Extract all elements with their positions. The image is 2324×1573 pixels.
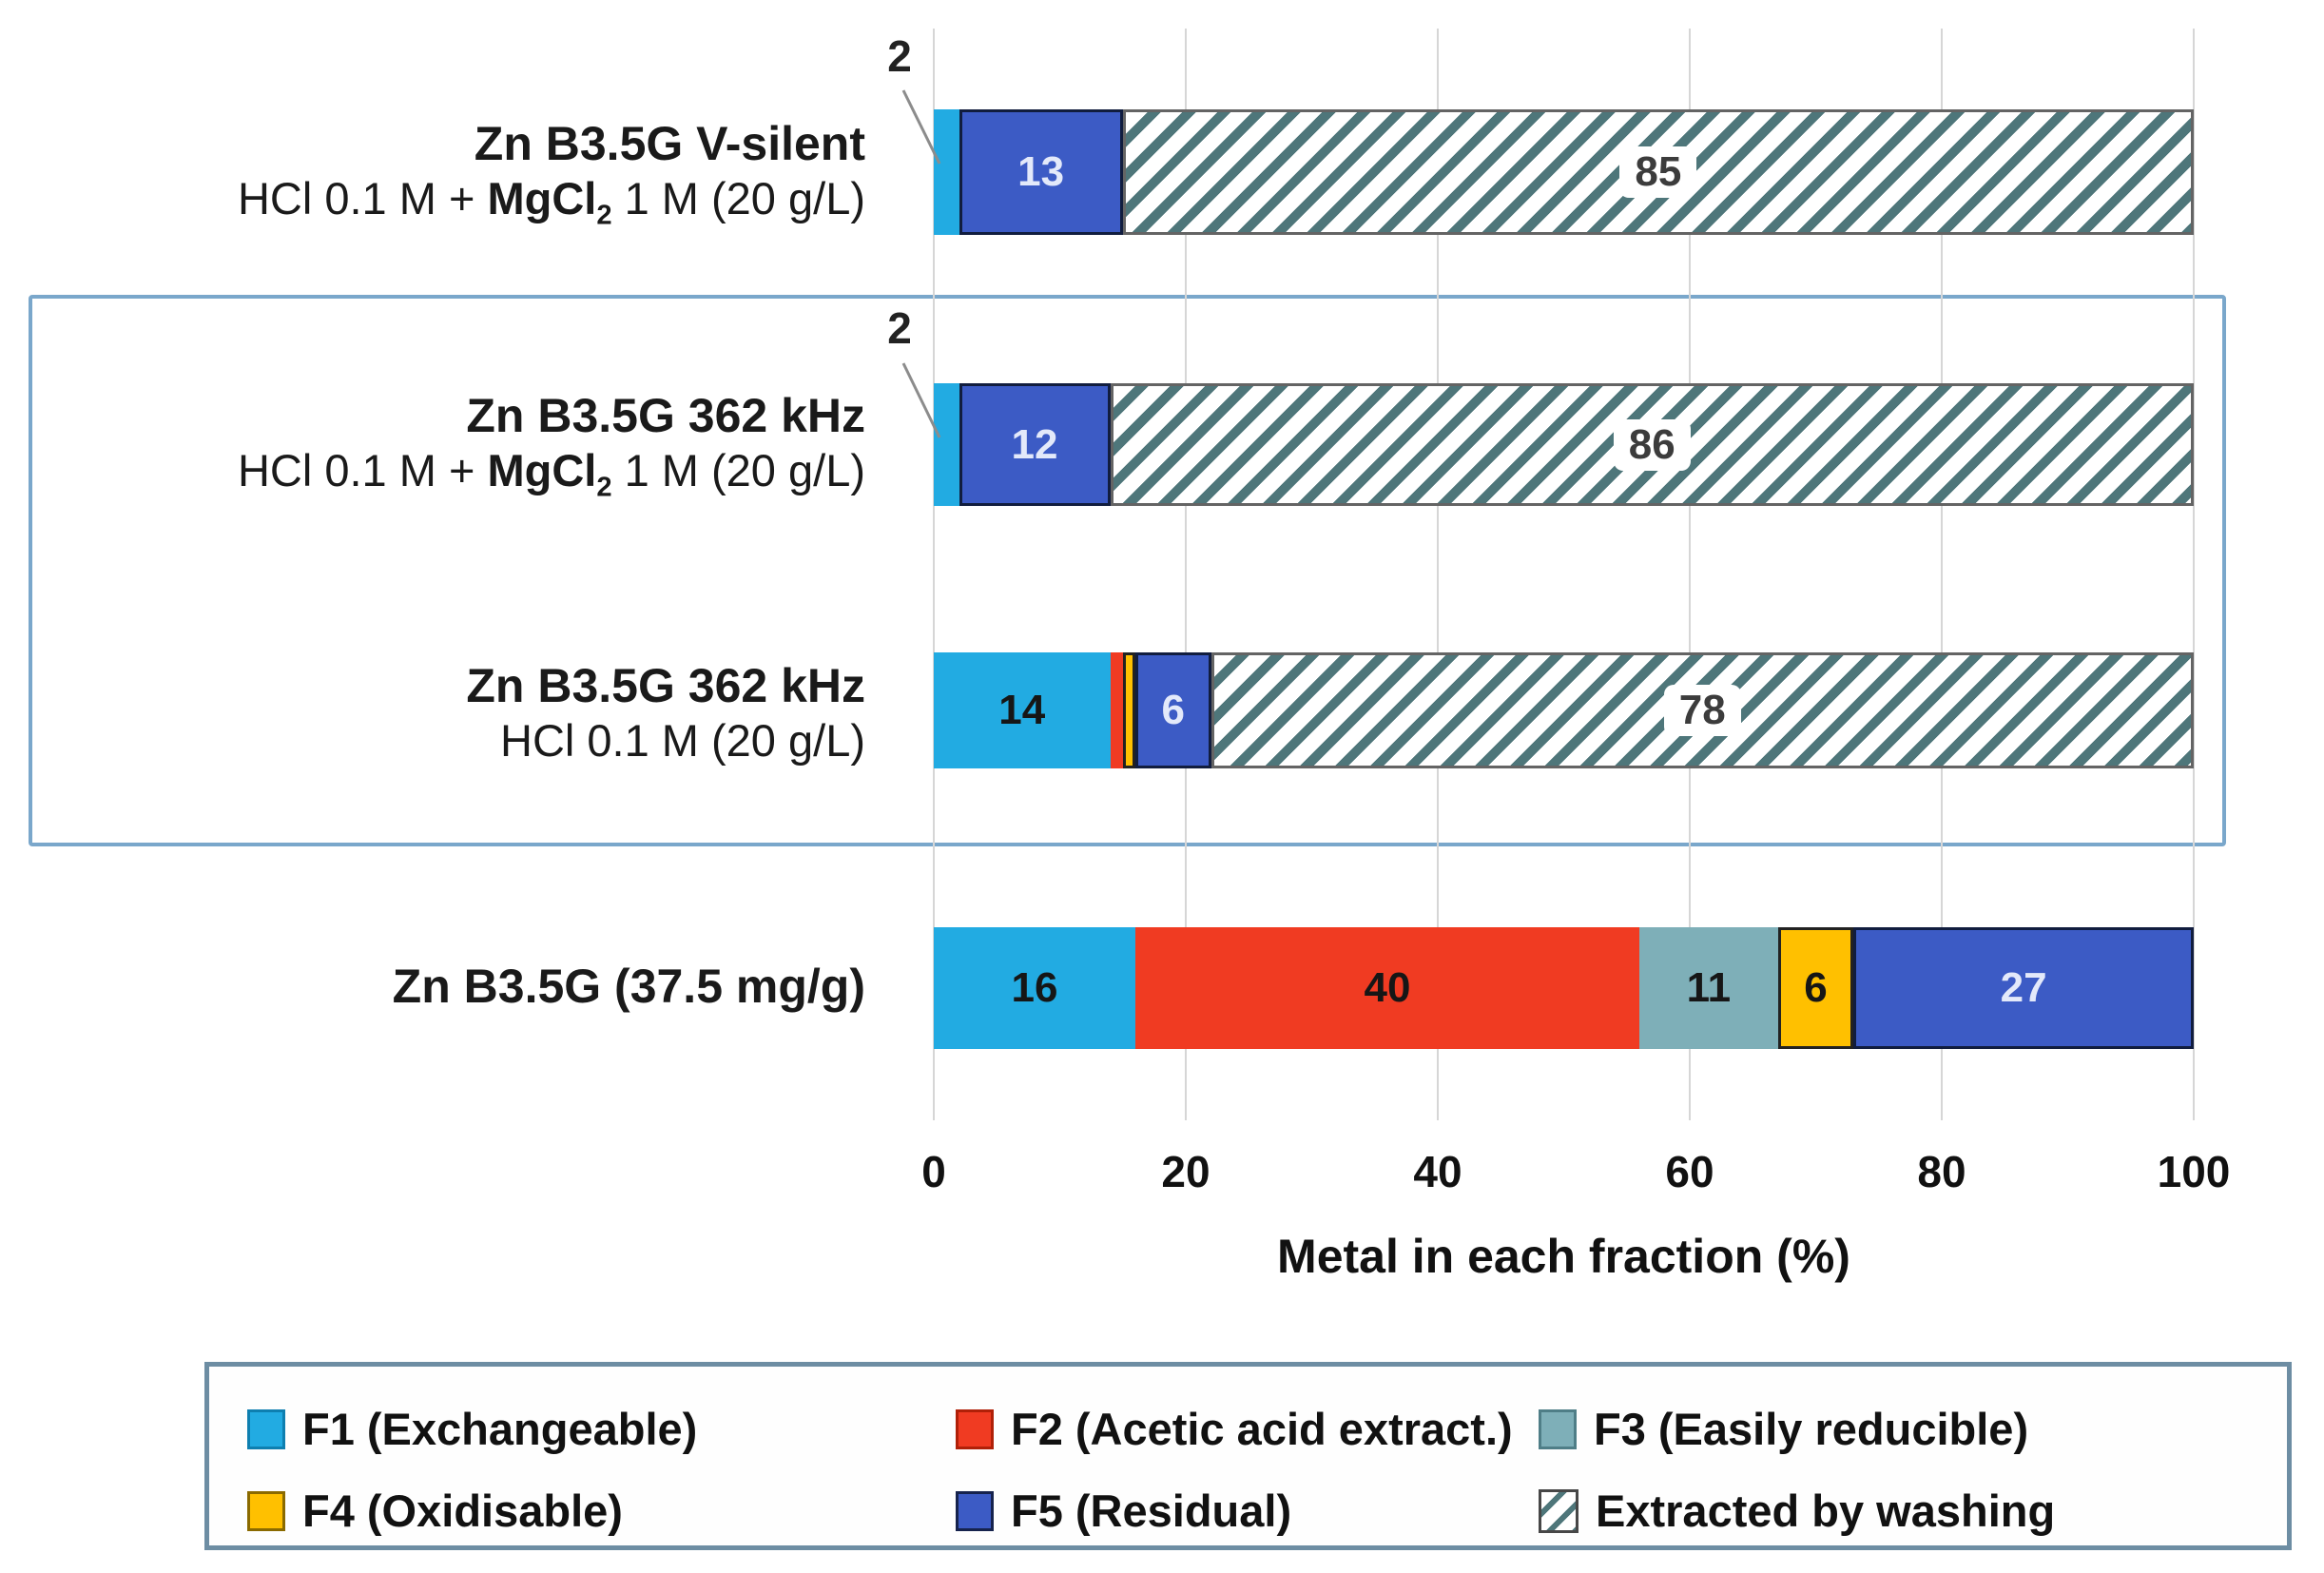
legend-box: F1 (Exchangeable) F2 (Acetic acid extrac… (204, 1362, 2292, 1550)
legend-label: Extracted by washing (1596, 1486, 2056, 1536)
x-axis-title: Metal in each fraction (%) (1277, 1230, 1850, 1283)
row-title: Zn B3.5G 362 kHz (466, 659, 865, 712)
segment-value-label: 12 (1011, 420, 1058, 468)
stacked-bar-row-4: 16 40 11 6 27 (934, 927, 2194, 1049)
legend-item-f2: F2 (Acetic acid extract.) (956, 1403, 1513, 1455)
x-tick-label-0: 0 (921, 1147, 946, 1196)
legend-item-f1: F1 (Exchangeable) (247, 1403, 697, 1455)
x-tick-label-100: 100 (2157, 1147, 2231, 1196)
segment-f5: 6 (1135, 652, 1211, 768)
segment-value-label: 85 (1619, 146, 1697, 198)
gridline-20 (1185, 29, 1187, 1120)
row-label-1: Zn B3.5G V-silent HCl 0.1 M + MgCl2 1 M … (238, 116, 865, 232)
f5-swatch (956, 1490, 994, 1531)
f4-swatch (247, 1490, 285, 1531)
segment-f4: 6 (1777, 927, 1854, 1049)
segment-f4 (1122, 652, 1135, 768)
segment-f1 (934, 109, 959, 235)
segment-value-label: 6 (1161, 687, 1185, 733)
highlight-box (29, 295, 2226, 846)
gridline-0 (933, 29, 935, 1120)
segment-f2: 40 (1135, 927, 1639, 1049)
row-title: Zn B3.5G (37.5 mg/g) (392, 960, 865, 1013)
segment-f5: 12 (959, 383, 1111, 506)
f3-swatch (1539, 1408, 1577, 1449)
legend-item-f4: F4 (Oxidisable) (247, 1485, 623, 1537)
callout-row1-f1-value: 2 (887, 31, 912, 81)
row-subtitle: HCl 0.1 M + MgCl2 1 M (20 g/L) (237, 445, 865, 503)
x-tick-label-40: 40 (1413, 1147, 1462, 1196)
callout-row2-f1-value: 2 (887, 303, 912, 353)
segment-wash: 78 (1210, 652, 2194, 768)
segment-value-label: 78 (1663, 685, 1741, 736)
f2-swatch (956, 1408, 994, 1449)
legend-label: F1 (Exchangeable) (302, 1404, 698, 1454)
segment-f5: 13 (959, 109, 1123, 235)
gridline-40 (1437, 29, 1439, 1120)
segment-value-label: 40 (1364, 964, 1411, 1011)
segment-wash: 86 (1110, 383, 2194, 506)
stacked-bar-row-2: 12 86 (934, 383, 2194, 506)
segment-value-label: 11 (1686, 964, 1732, 1011)
row-title: Zn B3.5G 362 kHz (466, 389, 865, 442)
x-tick-label-60: 60 (1665, 1147, 1714, 1196)
f1-swatch (247, 1408, 285, 1449)
row-subtitle: HCl 0.1 M (20 g/L) (500, 715, 865, 766)
segment-value-label: 86 (1613, 418, 1691, 471)
segment-value-label: 6 (1804, 964, 1828, 1011)
legend-item-f3: F3 (Easily reducible) (1539, 1403, 2028, 1455)
segment-f1: 14 (934, 652, 1111, 768)
segment-f1: 16 (934, 927, 1135, 1049)
gridline-100 (2193, 29, 2195, 1120)
segment-f5: 27 (1853, 927, 2194, 1049)
stacked-bar-row-3: 14 6 78 (934, 652, 2194, 768)
legend-item-f5: F5 (Residual) (956, 1485, 1291, 1537)
plot-area: 0 20 40 60 80 100 13 85 12 86 14 6 78 16 40 11 6 27 (921, 0, 2230, 1573)
x-tick-label-80: 80 (1917, 1147, 1966, 1196)
segment-wash: 85 (1122, 109, 2194, 235)
hatch-swatch (1539, 1488, 1578, 1533)
stacked-bar-row-1: 13 85 (934, 109, 2194, 235)
segment-value-label: 13 (1017, 148, 1065, 195)
gridline-80 (1941, 29, 1943, 1120)
segment-f3: 11 (1639, 927, 1778, 1049)
segment-value-label: 14 (998, 687, 1046, 733)
x-tick-label-20: 20 (1161, 1147, 1210, 1196)
legend-item-washing: Extracted by washing (1539, 1485, 2055, 1537)
segment-f2 (1110, 652, 1123, 768)
row-subtitle: HCl 0.1 M + MgCl2 1 M (20 g/L) (237, 173, 865, 231)
row-label-4: Zn B3.5G (37.5 mg/g) (393, 959, 865, 1015)
legend-label: F3 (Easily reducible) (1594, 1404, 2029, 1454)
legend-label: F5 (Residual) (1011, 1486, 1292, 1536)
segment-f1 (934, 383, 959, 506)
segment-value-label: 16 (1011, 964, 1058, 1011)
row-label-3: Zn B3.5G 362 kHz HCl 0.1 M (20 g/L) (466, 658, 865, 767)
row-label-2: Zn B3.5G 362 kHz HCl 0.1 M + MgCl2 1 M (… (238, 388, 865, 504)
gridline-60 (1689, 29, 1691, 1120)
segment-value-label: 27 (2000, 964, 2047, 1011)
legend-label: F2 (Acetic acid extract.) (1011, 1404, 1513, 1454)
row-title: Zn B3.5G V-silent (474, 117, 865, 170)
legend-label: F4 (Oxidisable) (302, 1486, 623, 1536)
